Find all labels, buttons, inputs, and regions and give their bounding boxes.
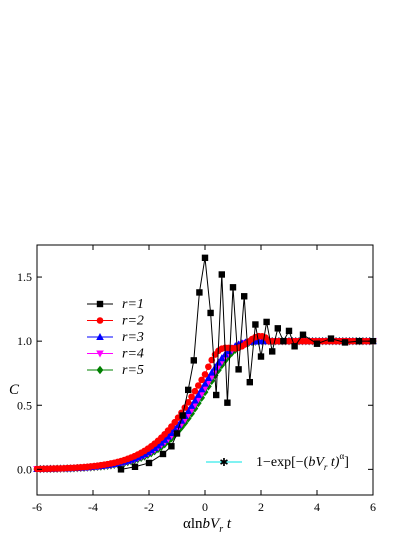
series-point: [191, 396, 199, 404]
y-tick-label: 0.0: [17, 462, 32, 476]
series-point: [167, 429, 176, 437]
fit-legend-marker: ✱: [219, 457, 228, 469]
series-point: [164, 432, 172, 440]
x-tick-label: 0: [202, 500, 208, 514]
y-tick-label: 0.5: [17, 398, 32, 412]
series-r=3: [33, 337, 377, 473]
series-point: [207, 368, 216, 376]
series-point: [214, 358, 223, 366]
legend-marker: [96, 333, 104, 340]
x-tick-label: 4: [314, 500, 320, 514]
series-point: [252, 321, 259, 328]
series-point: [145, 459, 153, 467]
y-tick-label: 1.5: [17, 270, 32, 284]
series-point: [327, 335, 335, 342]
series-point: [263, 318, 270, 326]
series-point: [213, 391, 220, 399]
legend-label: r=5: [122, 363, 144, 378]
series-point: [179, 412, 186, 419]
series-point: [207, 309, 214, 317]
x-tick-label: 6: [370, 500, 376, 514]
series-point: [194, 382, 202, 389]
series-point: [269, 348, 276, 355]
series-line: [36, 335, 373, 470]
series-r=2: [33, 332, 377, 473]
series-point: [218, 354, 226, 362]
series-point: [184, 407, 192, 415]
series-point: [241, 293, 248, 300]
series-point: [280, 337, 287, 345]
series-r=4: [33, 338, 377, 474]
series-point: [291, 343, 298, 350]
legend-marker: [96, 300, 104, 308]
series-point: [201, 371, 209, 378]
series-point: [196, 289, 203, 296]
fit-legend-label: 1−exp[−(bVr t)α]: [256, 451, 349, 472]
series-point: [218, 271, 225, 278]
x-label-bv: bV: [203, 516, 222, 532]
legend-marker: [96, 350, 104, 358]
series-point: [131, 463, 139, 470]
series-point: [117, 466, 125, 473]
series-point: [198, 376, 205, 384]
series-point: [201, 379, 209, 387]
axis-ticks: -6 -4 -2 0 2 4 6 0.0 0.5 1.0 1.5: [17, 245, 376, 514]
series-line: [36, 340, 373, 470]
series-point: [355, 337, 363, 345]
series-point: [187, 401, 196, 409]
x-label-prefix: αln: [183, 516, 203, 532]
series-point: [299, 331, 307, 338]
series-line: [36, 340, 373, 470]
series-point: [190, 357, 197, 364]
series-point: [194, 390, 203, 398]
y-tick-label: 1.0: [17, 334, 32, 348]
legend-label: r=1: [122, 297, 144, 312]
x-label-sub: r: [219, 524, 223, 535]
series-r=1: [117, 254, 377, 473]
series-point: [341, 339, 349, 346]
legend-label: r=3: [122, 330, 144, 345]
x-tick-label: 2: [258, 500, 264, 514]
x-tick-label: -4: [88, 500, 98, 514]
fit-legend: ✱ 1−exp[−(bVr t)α]: [206, 451, 349, 472]
series-point: [205, 363, 212, 371]
series-point: [171, 418, 179, 426]
series-point: [257, 353, 265, 360]
series-point: [174, 421, 182, 429]
y-axis-label: C: [9, 382, 20, 398]
series-r=5: [33, 336, 377, 474]
series-point: [201, 254, 209, 262]
series-line: [36, 340, 373, 470]
plot-content: [33, 254, 377, 474]
series-point: [246, 378, 253, 386]
series-point: [204, 374, 213, 382]
legend-label: r=4: [122, 347, 144, 362]
series-point: [229, 284, 237, 291]
series-point: [168, 443, 175, 450]
fit-curve: [34, 338, 376, 473]
series-point: [159, 450, 167, 458]
x-label-t: t: [223, 516, 232, 532]
series-point: [188, 393, 195, 401]
x-axis-label: αlnbVr t: [183, 516, 232, 535]
series-point: [224, 399, 231, 406]
legend-marker: [96, 365, 104, 375]
legend-label: r=2: [122, 314, 144, 329]
series-point: [197, 385, 206, 393]
series-point: [185, 386, 192, 394]
series-point: [191, 387, 199, 395]
series-point: [181, 404, 189, 411]
x-tick-label: -6: [32, 500, 42, 514]
x-tick-label: -2: [144, 500, 154, 514]
legend-marker: [96, 317, 104, 324]
fit-curve-line: [36, 340, 373, 470]
legend: r=1 r=2r=3 r=4r=5: [87, 297, 144, 378]
series-point: [285, 327, 293, 335]
series-point: [184, 398, 192, 406]
series-point: [235, 366, 242, 373]
series-point: [313, 340, 321, 347]
series-point: [173, 430, 181, 437]
series-point: [274, 325, 281, 332]
